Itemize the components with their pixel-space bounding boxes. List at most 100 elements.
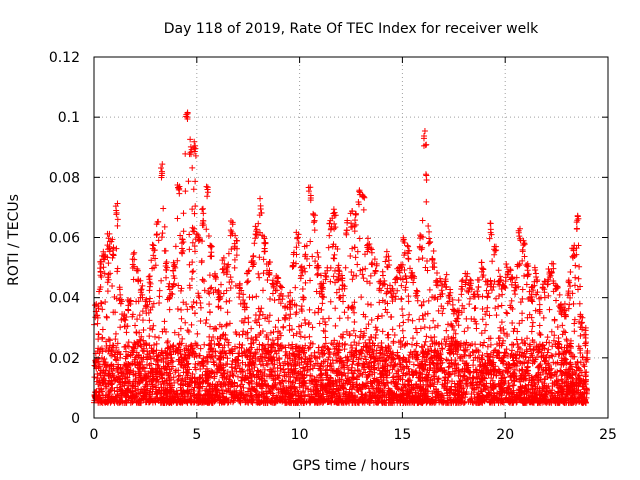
data-point [356, 367, 363, 374]
data-point [336, 294, 343, 301]
data-point [253, 383, 260, 390]
data-point [355, 356, 362, 363]
data-point [285, 378, 292, 385]
data-point [103, 342, 110, 349]
data-point [186, 381, 193, 388]
data-point [561, 380, 568, 387]
data-point [240, 291, 247, 298]
data-point [349, 361, 356, 368]
data-point [125, 351, 132, 358]
data-point [391, 380, 398, 387]
data-point [549, 382, 556, 389]
data-point [95, 381, 102, 388]
data-point [434, 379, 441, 386]
data-point [233, 387, 240, 394]
data-point [457, 373, 464, 380]
data-point [192, 360, 199, 367]
data-point [465, 288, 472, 295]
data-point [280, 324, 287, 331]
data-point [117, 324, 124, 331]
data-point [545, 346, 552, 353]
data-point [433, 368, 440, 375]
data-point [158, 366, 165, 373]
data-point [296, 376, 303, 383]
data-point [156, 299, 163, 306]
data-point [458, 353, 465, 360]
data-point [273, 350, 280, 357]
data-point [429, 390, 436, 397]
data-point [147, 355, 154, 362]
data-point [430, 317, 437, 324]
data-point [133, 329, 140, 336]
data-point [362, 369, 369, 376]
data-point [490, 366, 497, 373]
data-point [203, 316, 210, 323]
data-point [253, 391, 260, 398]
data-point [398, 295, 405, 302]
data-point [258, 305, 265, 312]
data-point [261, 393, 268, 400]
data-point [549, 343, 556, 350]
data-point [347, 381, 354, 388]
data-point [352, 347, 359, 354]
data-point [95, 331, 102, 338]
data-point [555, 334, 562, 341]
data-point [394, 373, 401, 380]
data-point [389, 356, 396, 363]
data-point [477, 378, 484, 385]
data-point [289, 345, 296, 352]
data-point [161, 223, 168, 230]
data-point [522, 340, 529, 347]
data-point [498, 302, 505, 309]
data-point [196, 352, 203, 359]
data-point [555, 384, 562, 391]
data-point [132, 383, 139, 390]
data-point [419, 374, 426, 381]
data-point [122, 355, 129, 362]
data-point [237, 399, 244, 406]
data-point [470, 357, 477, 364]
data-point [189, 206, 196, 213]
data-point [435, 376, 442, 383]
data-point [584, 350, 591, 357]
data-point [131, 339, 138, 346]
data-point [566, 361, 573, 368]
data-point [541, 357, 548, 364]
data-point [524, 359, 531, 366]
data-point [330, 367, 337, 374]
data-point [183, 345, 190, 352]
data-point [339, 372, 346, 379]
data-point [112, 309, 119, 316]
data-point [489, 399, 496, 406]
data-point [96, 361, 103, 368]
data-point [182, 376, 189, 383]
data-point [360, 361, 367, 368]
data-point [123, 329, 130, 336]
data-point [316, 320, 323, 327]
data-point [229, 391, 236, 398]
data-point [267, 389, 274, 396]
data-point [152, 255, 159, 262]
data-point [318, 381, 325, 388]
data-point [215, 341, 222, 348]
data-point [132, 322, 139, 329]
data-point [527, 341, 534, 348]
data-point [551, 316, 558, 323]
data-point [379, 328, 386, 335]
data-point [481, 382, 488, 389]
data-point [266, 318, 273, 325]
data-point [563, 360, 570, 367]
data-point [177, 350, 184, 357]
data-point [222, 382, 229, 389]
data-point [377, 357, 384, 364]
data-point [373, 347, 380, 354]
data-point [546, 339, 553, 346]
data-point [191, 210, 198, 217]
data-point [251, 240, 258, 247]
data-point [189, 304, 196, 311]
data-point [190, 268, 197, 275]
data-point [191, 375, 198, 382]
data-point [366, 399, 373, 406]
data-point [378, 312, 385, 319]
data-point [185, 178, 192, 185]
